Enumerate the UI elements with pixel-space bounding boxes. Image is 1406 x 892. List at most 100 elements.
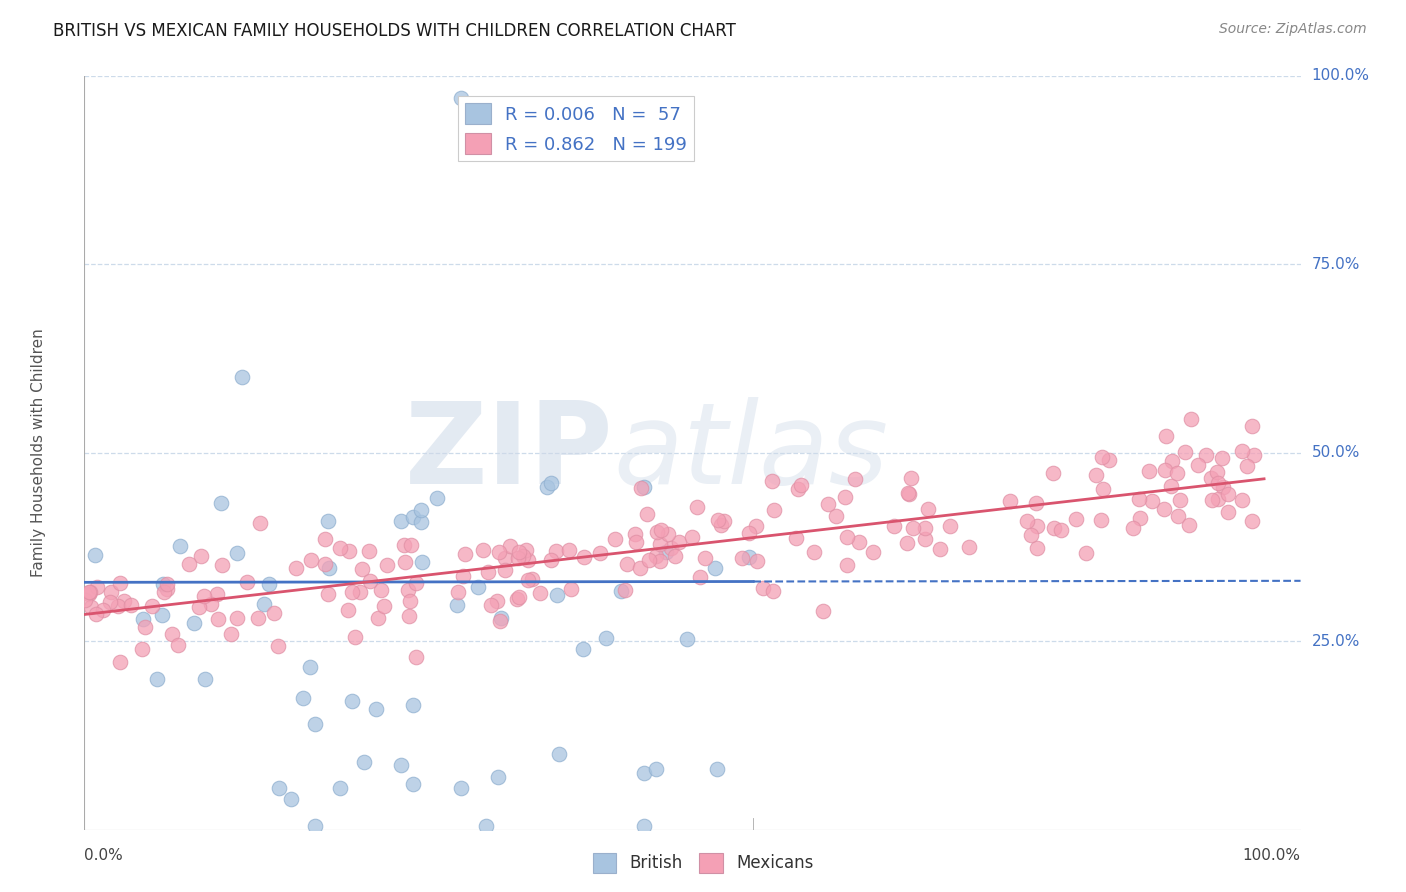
Point [1241,419,1264,434]
Point [398,609,420,624]
Point [499,540,522,554]
Point [426,491,449,505]
Text: Family Households with Children: Family Households with Children [31,328,45,577]
Point [1166,466,1188,480]
Point [120,599,142,613]
Point [396,582,419,597]
Point [897,486,920,500]
Point [515,543,537,558]
Point [540,553,562,567]
Point [318,561,340,575]
Point [292,690,315,705]
Point [402,698,425,713]
Point [623,527,645,541]
Point [477,565,499,579]
Point [263,606,285,620]
Point [318,587,340,601]
Point [141,599,163,614]
Point [91,603,114,617]
Point [304,819,326,833]
Point [100,585,122,599]
Point [389,758,412,772]
Point [411,502,433,516]
Point [1240,514,1263,528]
Point [359,574,381,589]
Point [745,554,768,568]
Point [402,777,425,791]
Point [1019,527,1042,541]
Point [1187,458,1209,473]
Point [209,496,232,510]
Point [1015,514,1038,528]
Point [450,91,472,105]
Point [235,574,257,589]
Point [225,611,247,625]
Point [489,611,512,625]
Point [1154,429,1177,443]
Point [1160,479,1182,493]
Point [486,770,509,784]
Point [349,585,371,599]
Point [219,627,242,641]
Point [389,514,412,528]
Point [1168,492,1191,507]
Point [314,532,336,546]
Point [1026,541,1049,555]
Point [506,550,529,565]
Point [738,549,761,564]
Point [167,639,190,653]
Point [506,592,529,607]
Point [132,612,155,626]
Point [628,561,651,575]
Point [454,548,477,562]
Point [544,543,567,558]
Point [1085,468,1108,483]
Legend: R = 0.006   N =  57, R = 0.862   N = 199: R = 0.006 N = 57, R = 0.862 N = 199 [458,96,695,161]
Point [405,576,427,591]
Point [844,472,866,486]
Point [1043,521,1066,535]
Point [343,630,366,644]
Point [494,563,516,577]
Point [370,583,392,598]
Point [762,503,785,517]
Point [689,570,711,584]
Point [914,532,936,546]
Legend: British, Mexicans: British, Mexicans [586,847,820,880]
Point [1218,505,1240,519]
Point [399,538,422,552]
Point [207,611,229,625]
Point [1026,519,1049,533]
Point [108,655,131,669]
Point [84,607,107,621]
Point [1206,491,1229,506]
Point [86,581,108,595]
Point [848,535,870,549]
Point [1153,501,1175,516]
Point [834,490,856,504]
Point [359,544,381,558]
Point [340,694,363,708]
Point [517,553,540,567]
Point [153,585,176,599]
Point [84,548,107,562]
Text: 75.0%: 75.0% [1312,257,1360,272]
Text: atlas: atlas [613,397,889,508]
Point [1090,512,1112,526]
Point [540,475,562,490]
Point [337,602,360,616]
Point [657,527,679,541]
Point [329,781,352,796]
Point [1211,450,1233,465]
Point [299,553,322,567]
Point [1092,483,1115,497]
Point [574,550,596,565]
Point [267,639,290,653]
Point [650,523,672,537]
Point [155,576,177,591]
Text: BRITISH VS MEXICAN FAMILY HOUSEHOLDS WITH CHILDREN CORRELATION CHART: BRITISH VS MEXICAN FAMILY HOUSEHOLDS WIT… [53,22,737,40]
Point [353,755,375,769]
Point [304,717,326,731]
Point [1129,510,1152,524]
Point [146,672,169,686]
